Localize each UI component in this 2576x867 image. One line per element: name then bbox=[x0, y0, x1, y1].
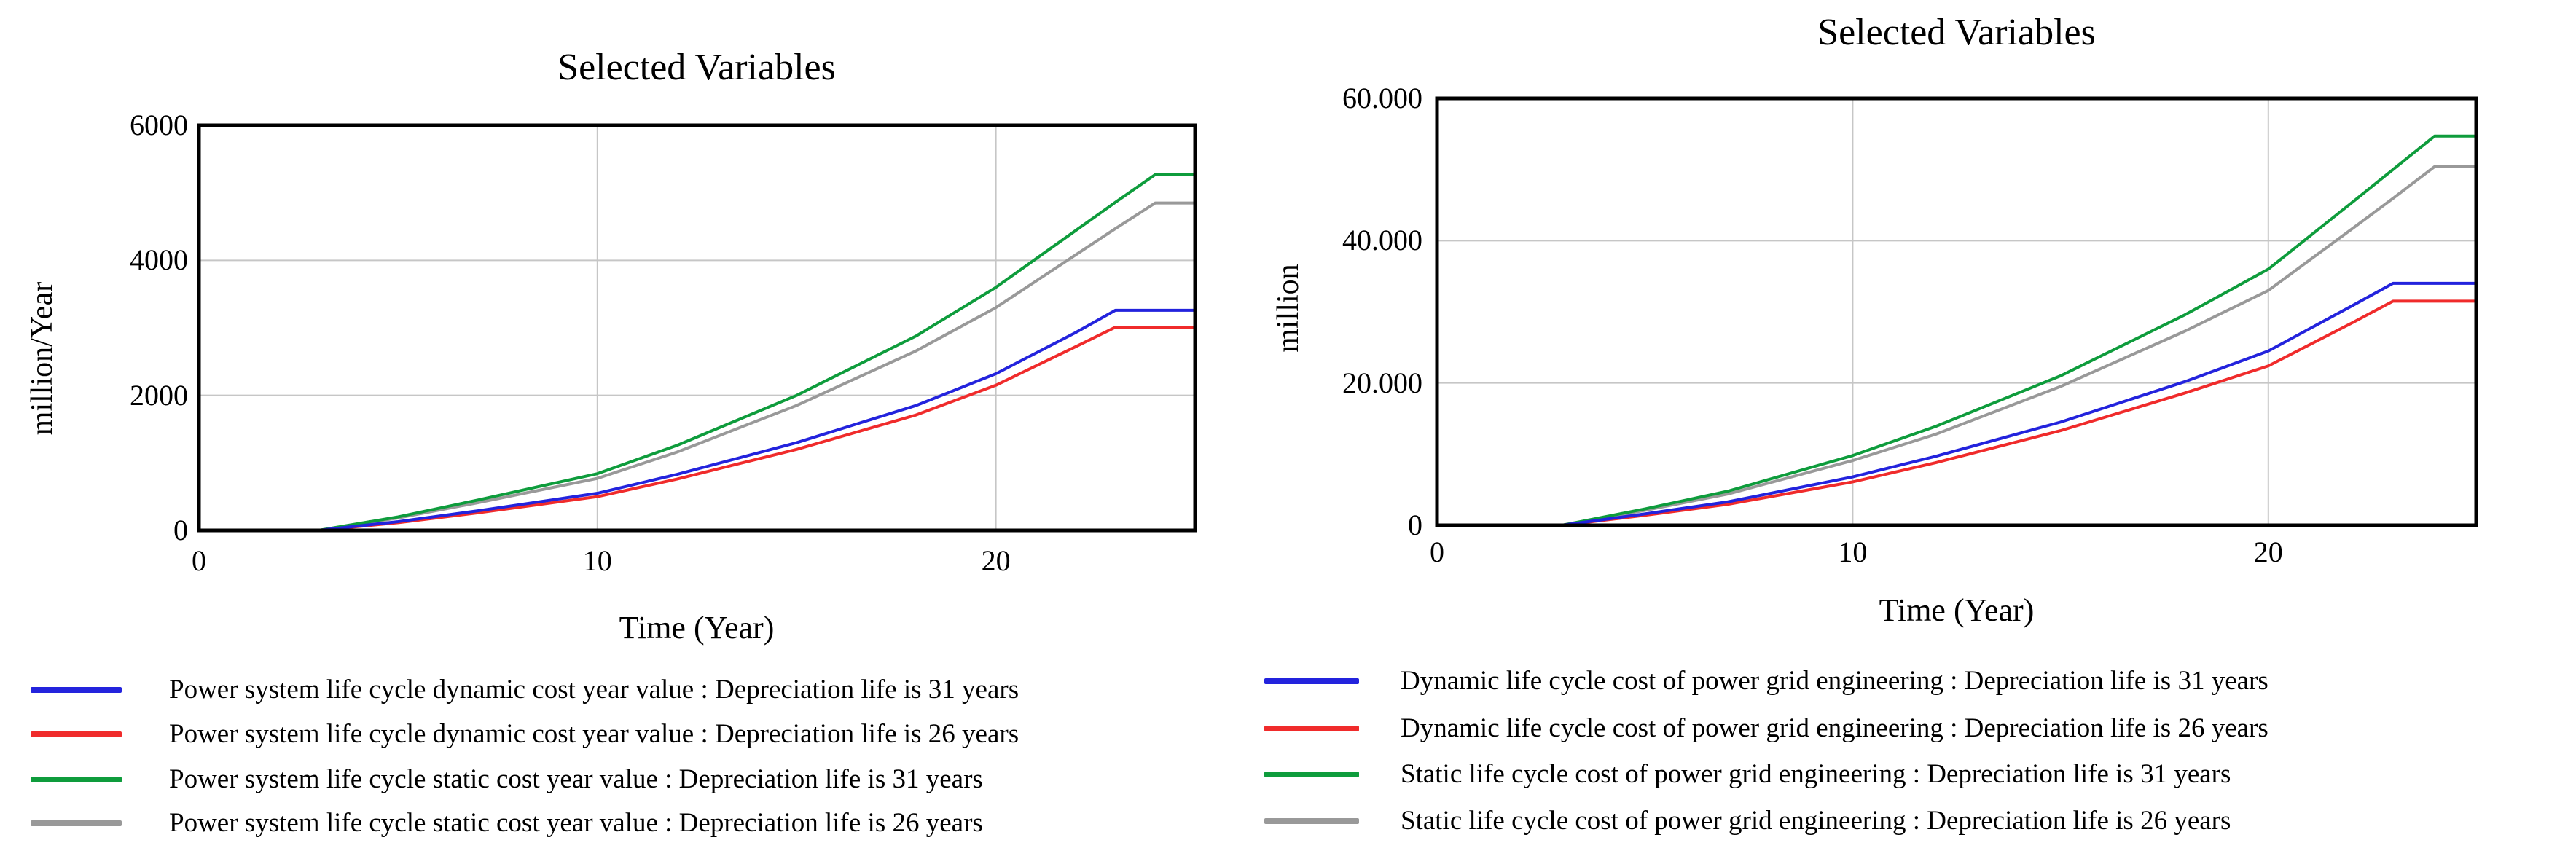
chart-title: Selected Variables bbox=[1817, 12, 2096, 53]
legend-item: Static life cycle cost of power grid eng… bbox=[0, 756, 2576, 793]
series-line-right-chart-1 bbox=[1437, 299, 2476, 527]
legend-label: Power system life cycle dynamic cost yea… bbox=[169, 719, 1019, 749]
chart-title: Selected Variables bbox=[557, 47, 836, 88]
series-line-left-chart-1 bbox=[199, 326, 1195, 532]
series-line-left-chart-2 bbox=[199, 173, 1195, 532]
y-tick-label: 40.000 bbox=[1342, 224, 1422, 257]
y-tick-label: 4000 bbox=[130, 243, 188, 277]
legend-line-swatch bbox=[31, 820, 122, 826]
series-line-right-chart-2 bbox=[1437, 134, 2476, 527]
series-line-right-chart-0 bbox=[1437, 281, 2476, 527]
legend-item: Power system life cycle dynamic cost yea… bbox=[0, 716, 2576, 753]
legend-item: Dynamic life cycle cost of power grid en… bbox=[0, 710, 2576, 747]
x-axis-label: Time (Year) bbox=[619, 610, 775, 646]
y-tick-label: 60.000 bbox=[1342, 82, 1422, 114]
x-tick-label: 10 bbox=[1838, 536, 1868, 568]
legend-line-swatch bbox=[1264, 726, 1359, 731]
legend-line-swatch bbox=[1264, 772, 1359, 777]
legend-line-swatch bbox=[31, 731, 122, 737]
y-tick-label: 6000 bbox=[130, 109, 188, 141]
x-tick-label: 0 bbox=[1430, 536, 1444, 568]
y-tick-label: 20.000 bbox=[1342, 366, 1422, 399]
x-tick-label: 20 bbox=[981, 544, 1011, 577]
legend-line-swatch bbox=[31, 777, 122, 782]
plot-frame-right-chart bbox=[1435, 96, 2478, 527]
x-tick-label: 20 bbox=[2253, 536, 2283, 568]
series-line-left-chart-0 bbox=[199, 308, 1195, 532]
legend-item: Power system life cycle static cost year… bbox=[0, 761, 2576, 798]
legend-label: Power system life cycle static cost year… bbox=[169, 764, 983, 794]
legend-item: Power system life cycle dynamic cost yea… bbox=[0, 672, 2576, 708]
x-tick-label: 10 bbox=[582, 544, 612, 577]
legend-label: Dynamic life cycle cost of power grid en… bbox=[1401, 713, 2268, 743]
legend-item: Dynamic life cycle cost of power grid en… bbox=[0, 663, 2576, 699]
legend-item: Power system life cycle static cost year… bbox=[0, 805, 2576, 842]
legend-label: Power system life cycle dynamic cost yea… bbox=[169, 675, 1019, 705]
x-tick-label: 0 bbox=[192, 544, 206, 577]
plot-frame-left-chart bbox=[197, 123, 1197, 533]
legend-item: Static life cycle cost of power grid eng… bbox=[0, 803, 2576, 839]
legend-label: Power system life cycle static cost year… bbox=[169, 808, 983, 838]
legend-label: Dynamic life cycle cost of power grid en… bbox=[1401, 666, 2268, 696]
legend-label: Static life cycle cost of power grid eng… bbox=[1401, 806, 2231, 836]
legend-line-swatch bbox=[1264, 678, 1359, 684]
y-axis-label: million bbox=[1272, 264, 1305, 353]
legend-label: Static life cycle cost of power grid eng… bbox=[1401, 759, 2231, 789]
y-tick-label: 2000 bbox=[130, 378, 188, 412]
legend-line-swatch bbox=[31, 687, 122, 693]
series-line-right-chart-3 bbox=[1437, 165, 2476, 527]
y-tick-label: 0 bbox=[173, 514, 188, 546]
x-axis-label: Time (Year) bbox=[1879, 592, 2035, 628]
y-tick-label: 0 bbox=[1408, 509, 1422, 541]
legend-line-swatch bbox=[1264, 818, 1359, 824]
